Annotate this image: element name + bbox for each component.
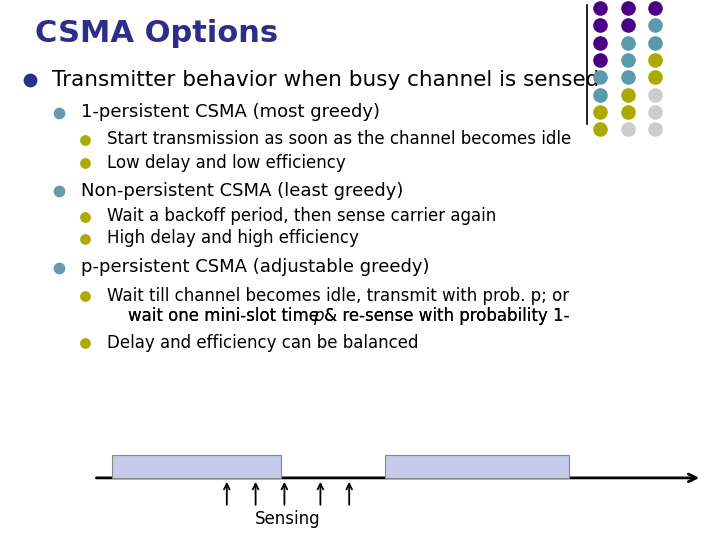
Point [595,4,606,12]
Point [622,90,634,99]
Point [649,56,661,64]
Text: Low delay and low efficiency: Low delay and low efficiency [107,153,346,172]
Point [649,125,661,133]
Point [79,136,91,144]
Point [24,76,36,85]
Text: Sensing: Sensing [255,510,321,528]
Point [79,212,91,221]
Text: wait one mini-slot time & re-sense with probability 1-: wait one mini-slot time & re-sense with … [107,307,569,325]
Point [649,4,661,12]
Point [79,234,91,243]
Text: p: p [313,307,324,325]
Point [622,4,634,12]
Point [649,21,661,30]
Point [595,73,606,82]
Point [622,73,634,82]
Point [595,90,606,99]
Text: Delay and efficiency can be balanced: Delay and efficiency can be balanced [107,334,418,352]
Point [622,56,634,64]
Point [622,107,634,116]
Point [622,125,634,133]
Point [53,187,65,195]
Point [595,38,606,47]
Point [595,21,606,30]
Point [622,38,634,47]
Bar [385,455,569,478]
Point [79,159,91,167]
Text: wait one mini-slot time & re-sense with probability 1-: wait one mini-slot time & re-sense with … [107,307,569,325]
Text: Start transmission as soon as the channel becomes idle: Start transmission as soon as the channe… [107,130,571,148]
Text: CSMA Options: CSMA Options [35,19,278,48]
Point [79,339,91,348]
Text: Wait a backoff period, then sense carrier again: Wait a backoff period, then sense carrie… [107,207,496,225]
Bar [112,455,281,478]
Text: wait one mini-slot time & re-sense with probability 1-​: wait one mini-slot time & re-sense with … [107,307,569,325]
Point [595,56,606,64]
Point [649,38,661,47]
Point [649,107,661,116]
Point [622,21,634,30]
Text: Wait till channel becomes idle, transmit with prob. p; or: Wait till channel becomes idle, transmit… [107,287,569,305]
Point [649,73,661,82]
Text: High delay and high efficiency: High delay and high efficiency [107,229,359,247]
Point [53,109,65,117]
Point [79,292,91,301]
Point [53,264,65,272]
Point [649,90,661,99]
Text: Non-persistent CSMA (least greedy): Non-persistent CSMA (least greedy) [81,181,403,200]
Text: p-persistent CSMA (adjustable greedy): p-persistent CSMA (adjustable greedy) [81,258,429,276]
Point [595,107,606,116]
Text: Transmitter behavior when busy channel is sensed: Transmitter behavior when busy channel i… [52,70,599,90]
Point [595,125,606,133]
Text: 1-persistent CSMA (most greedy): 1-persistent CSMA (most greedy) [81,103,379,122]
